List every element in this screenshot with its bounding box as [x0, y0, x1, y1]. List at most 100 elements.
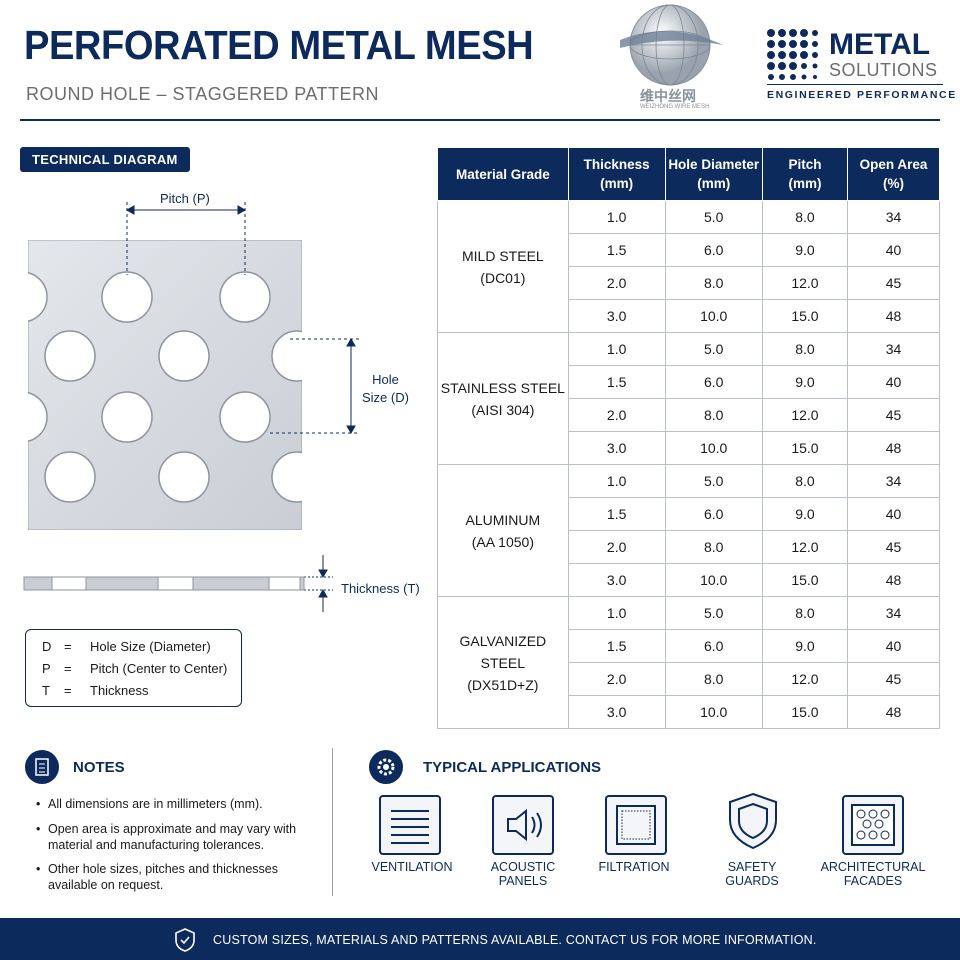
apps-icon [369, 750, 403, 784]
legend-box: D = Hole Size (Diameter) P = Pitch (Center to… [25, 629, 242, 707]
title: PERFORATED METAL MESH [24, 22, 534, 68]
app-label-line: ARCHITECTURAL [820, 860, 926, 874]
table-cell: 1.0 [567, 200, 666, 234]
app-label: ARCHITECTURAL FACADES [813, 860, 933, 888]
table-cell: 9.0 [761, 497, 849, 531]
apps-title: TYPICAL APPLICATIONS [423, 759, 602, 776]
table-row: 2.0 8.0 12.0 45 [438, 530, 940, 564]
table-cell: 5.0 [664, 596, 763, 630]
table-cell: 10.0 [664, 695, 763, 729]
thickness-label: Thickness (T) [341, 581, 420, 596]
material-name: GALVANIZED STEEL [459, 632, 547, 671]
column-header: Thickness (mm) [567, 147, 666, 201]
table-cell: 15.0 [761, 563, 849, 597]
table-cell: 48 [847, 431, 940, 465]
brand-rule [767, 84, 943, 85]
table-row: 3.0 10.0 15.0 48 [438, 299, 940, 333]
table-cell: 8.0 [664, 662, 763, 696]
app-label-line: FILTRATION [598, 860, 670, 874]
table-cell: 12.0 [761, 266, 849, 300]
table-cell: 1.0 [567, 464, 666, 498]
subtitle: ROUND HOLE – STAGGERED PATTERN [26, 84, 380, 104]
table-row: 1.5 6.0 9.0 40 [438, 365, 940, 399]
material-cell: MILD STEEL (DC01) [437, 200, 569, 333]
table-cell: 6.0 [664, 629, 763, 663]
app-label-line: GUARDS [725, 874, 779, 888]
column-header-line: (mm) [788, 176, 822, 191]
table-cell: 48 [847, 695, 940, 729]
column-header: Pitch (mm) [761, 147, 849, 201]
legend-sep: = [64, 638, 72, 654]
material-cell: ALUMINUM (AA 1050) [437, 464, 569, 597]
table-cell: 15.0 [761, 431, 849, 465]
table-row: 1.5 6.0 9.0 40 [438, 629, 940, 663]
note: Open area is approximate and may vary wi… [36, 821, 308, 853]
table-cell: 34 [847, 464, 940, 498]
legend-row: T = Thickness [42, 679, 241, 701]
table-cell: 10.0 [664, 563, 763, 597]
table-row: 3.0 10.0 15.0 48 [438, 431, 940, 465]
material-name: ALUMINUM [465, 511, 541, 528]
table-row: 3.0 10.0 15.0 48 [438, 695, 940, 729]
table-row: GALVANIZED STEEL (DX51D+Z) 1.0 5.0 8.0 34 [437, 596, 940, 729]
table-cell: 1.0 [567, 596, 666, 630]
app-label-line: SAFETY [727, 860, 777, 874]
table-cell: 5.0 [664, 332, 763, 366]
app-label: VENTILATION [352, 860, 472, 874]
legend-text: Thickness [90, 682, 149, 698]
header-rule [20, 119, 940, 121]
hole-label: Hole Size (D) [362, 371, 409, 407]
table-cell: 8.0 [761, 596, 849, 630]
table-cell: 48 [847, 563, 940, 597]
table-cell: 12.0 [761, 662, 849, 696]
table-cell: 45 [847, 530, 940, 564]
brand-name: METAL [829, 28, 931, 61]
table-cell: 12.0 [761, 398, 849, 432]
table-cell: 5.0 [664, 200, 763, 234]
table-cell: 1.5 [567, 629, 666, 663]
app-label-line: VENTILATION [371, 860, 453, 874]
brand-tagline: ENGINEERED PERFORMANCE [767, 89, 957, 101]
footer-icon [175, 928, 195, 952]
logo-cn: 维中丝网 [640, 88, 696, 104]
app-label-line: PANELS [498, 874, 548, 888]
table-cell: 5.0 [664, 464, 763, 498]
table-cell: 8.0 [664, 266, 763, 300]
spec-table: Material Grade Thickness (mm) Hole Diameter… [437, 147, 940, 729]
table-cell: 2.0 [567, 266, 666, 300]
material-grade: (AA 1050) [471, 533, 534, 550]
table-cell: 8.0 [761, 200, 849, 234]
footer: CUSTOM SIZES, MATERIALS AND PATTERNS AVA… [0, 918, 960, 960]
column-header-line: (mm) [697, 176, 731, 191]
brand-sub: SOLUTIONS [829, 60, 938, 80]
app-icon [842, 795, 904, 855]
table-row: 2.0 8.0 12.0 45 [438, 266, 940, 300]
table-cell: 34 [847, 200, 940, 234]
table-cell: 15.0 [761, 299, 849, 333]
app-icon [379, 795, 441, 855]
table-cell: 45 [847, 398, 940, 432]
table-header: Material Grade Thickness (mm) Hole Diameter… [437, 147, 940, 201]
column-header-line: Material Grade [455, 166, 550, 182]
table-row: 1.5 6.0 9.0 40 [438, 233, 940, 267]
app-label: ACOUSTIC PANELS [463, 860, 583, 888]
legend-row: P = Pitch (Center to Center) [42, 657, 241, 679]
table-cell: 6.0 [664, 497, 763, 531]
hole-label-line: Size (D) [362, 390, 409, 405]
table-cell: 2.0 [567, 662, 666, 696]
table-row: MILD STEEL (DC01) 1.0 5.0 8.0 34 [437, 200, 940, 333]
column-header-line: (%) [883, 176, 905, 191]
table-cell: 10.0 [664, 431, 763, 465]
table-body: MILD STEEL (DC01) 1.0 5.0 8.0 34 1.5 6.0 9.0 40 2.… [437, 200, 940, 729]
technical-diagram [23, 202, 360, 612]
app-label: SAFETY GUARDS [692, 860, 812, 888]
table-cell: 8.0 [664, 398, 763, 432]
material-cell: GALVANIZED STEEL (DX51D+Z) [437, 596, 569, 729]
table-cell: 40 [847, 497, 940, 531]
notes-title: NOTES [73, 759, 125, 776]
table-row: 3.0 10.0 15.0 48 [438, 563, 940, 597]
divider [332, 748, 333, 896]
table-row: 2.0 8.0 12.0 45 [438, 662, 940, 696]
table-cell: 1.5 [567, 497, 666, 531]
